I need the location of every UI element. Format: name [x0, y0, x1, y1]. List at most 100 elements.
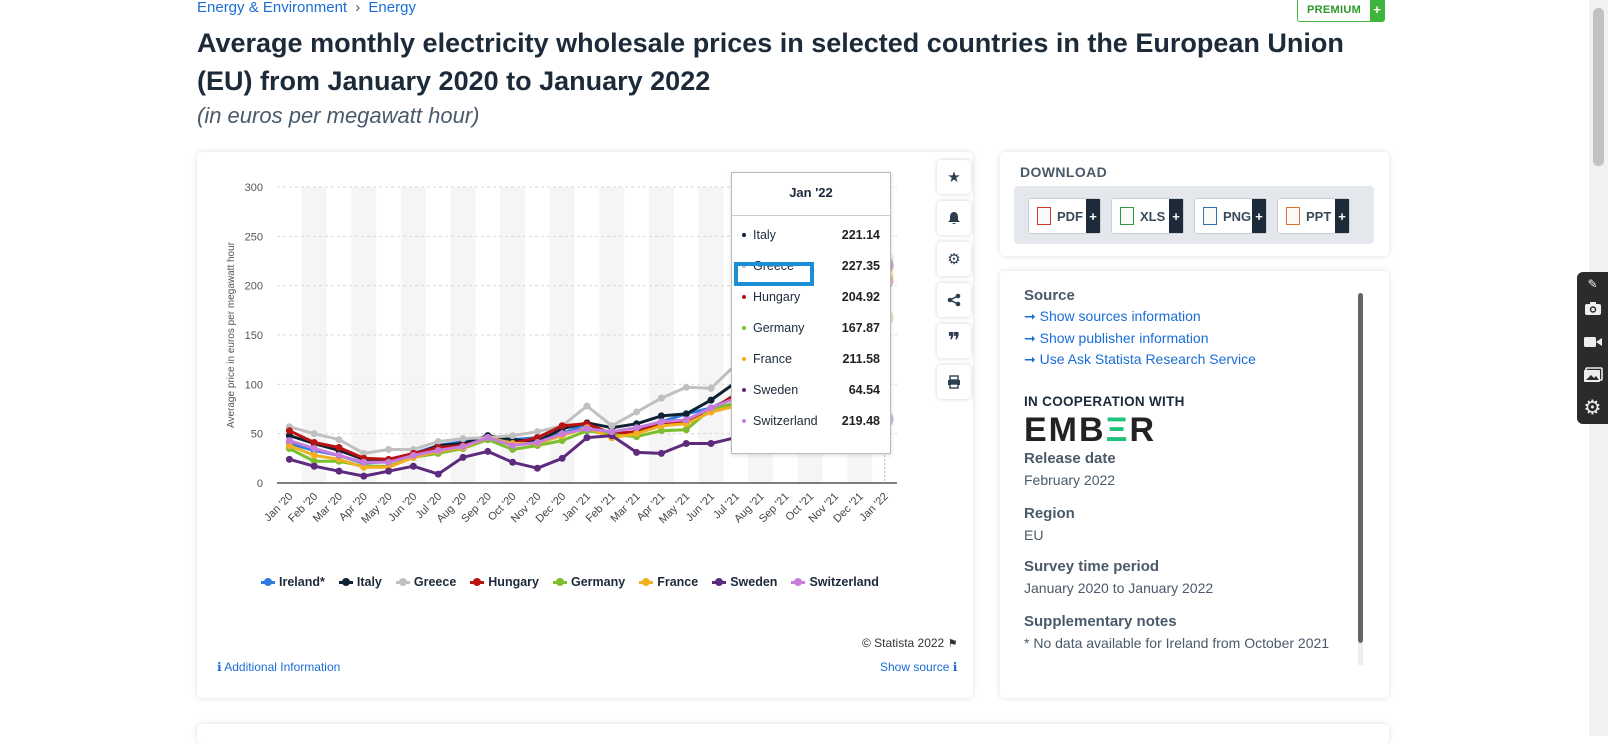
- legend-item-sweden[interactable]: Sweden: [712, 575, 777, 589]
- bell-icon[interactable]: [937, 201, 971, 235]
- series-dot: [742, 295, 746, 299]
- series-dot: [742, 264, 746, 268]
- data-point-sweden: [285, 455, 293, 463]
- gallery-icon[interactable]: [1583, 358, 1603, 391]
- tooltip-row-sweden: Sweden 64.54: [742, 380, 880, 400]
- data-point-greece: [608, 422, 616, 430]
- data-point-hungary: [310, 439, 318, 447]
- data-point-sweden: [484, 447, 492, 455]
- data-point-sweden: [509, 458, 517, 466]
- download-xls-plus: +: [1169, 199, 1183, 233]
- download-card: DOWNLOAD PDF + XLS + PNG + PPT +: [1000, 152, 1389, 256]
- camera-icon[interactable]: [1584, 292, 1602, 325]
- flag-icon: ⚑: [947, 638, 958, 650]
- data-point-greece: [310, 430, 318, 438]
- legend-swatch: [639, 577, 654, 586]
- screen-capture-panel: ✎ ⚙: [1577, 272, 1608, 424]
- share-icon[interactable]: [937, 283, 971, 317]
- download-png-button[interactable]: PNG +: [1194, 198, 1267, 234]
- legend-item-ireland[interactable]: Ireland*: [261, 575, 325, 589]
- download-toolbar: PDF + XLS + PNG + PPT +: [1014, 186, 1374, 244]
- show-publisher-label: Show publisher information: [1039, 330, 1209, 346]
- download-xls-button[interactable]: XLS +: [1111, 198, 1184, 234]
- data-point-switzerland: [633, 424, 641, 432]
- legend-item-italy[interactable]: Italy: [338, 575, 382, 589]
- data-point-sweden: [682, 440, 690, 448]
- premium-badge[interactable]: PREMIUM +: [1297, 0, 1386, 22]
- data-point-sweden: [385, 467, 393, 475]
- series-dot: [742, 388, 746, 392]
- info-card: Source ➞ Show sources information ➞ Show…: [1000, 271, 1389, 698]
- print-icon[interactable]: [937, 365, 971, 399]
- page-scrollbar-thumb[interactable]: [1593, 8, 1604, 166]
- tooltip-series-value: 204.92: [841, 290, 880, 304]
- show-publisher-link[interactable]: ➞ Show publisher information: [1024, 330, 1209, 347]
- data-point-switzerland: [583, 425, 591, 433]
- tooltip-series-name: Sweden: [753, 383, 799, 397]
- region-label: Region: [1024, 505, 1075, 522]
- data-point-greece: [583, 402, 591, 410]
- additional-information-link[interactable]: ℹ Additional Information: [217, 660, 340, 674]
- data-point-greece: [360, 449, 368, 457]
- tooltip-series-name: Germany: [753, 321, 805, 335]
- legend-item-germany[interactable]: Germany: [552, 575, 626, 589]
- pin-icon[interactable]: ✎: [1587, 277, 1598, 291]
- highlight-box: [734, 262, 814, 286]
- gear-icon[interactable]: ⚙: [937, 242, 971, 276]
- tooltip-title: Jan '22: [732, 173, 890, 216]
- y-tick-label: 250: [245, 231, 263, 243]
- data-point-france: [310, 451, 318, 459]
- page-title: Average monthly electricity wholesale pr…: [197, 28, 1344, 96]
- data-point-italy: [285, 432, 293, 440]
- download-ppt-button[interactable]: PPT +: [1277, 198, 1350, 234]
- copyright: © Statista 2022 ⚑: [862, 636, 957, 650]
- legend-swatch: [261, 577, 275, 586]
- ember-logo[interactable]: EMBΞR: [1024, 411, 1157, 449]
- legend-item-switzerland[interactable]: Switzerland: [791, 575, 879, 589]
- additional-information-label: Additional Information: [224, 660, 341, 674]
- info-scrollbar[interactable]: [1358, 293, 1363, 643]
- data-point-italy: [682, 410, 690, 418]
- y-tick-label: 150: [245, 330, 263, 342]
- legend-item-france[interactable]: France: [639, 575, 698, 589]
- video-camera-icon[interactable]: [1583, 325, 1603, 358]
- data-point-sweden: [657, 449, 665, 457]
- breadcrumb-parent-link[interactable]: Energy & Environment: [197, 0, 348, 16]
- tooltip-series-value: 227.35: [841, 259, 880, 273]
- breadcrumb-separator: ›: [355, 0, 361, 16]
- tooltip-series-name: France: [753, 352, 792, 366]
- tooltip-series-value: 167.87: [841, 321, 880, 335]
- arrow-right-icon: ➞: [1024, 330, 1036, 346]
- data-point-france: [360, 463, 368, 471]
- data-point-sweden: [310, 462, 318, 470]
- y-tick-label: 50: [251, 429, 263, 441]
- supplementary-notes-label: Supplementary notes: [1024, 613, 1177, 630]
- legend-item-greece[interactable]: Greece: [395, 575, 456, 589]
- legend-label: Germany: [570, 575, 626, 589]
- data-point-greece: [509, 432, 517, 440]
- data-point-germany: [682, 426, 690, 434]
- download-pdf-button[interactable]: PDF +: [1028, 198, 1101, 234]
- download-xls-label: XLS: [1140, 208, 1166, 224]
- data-point-hungary: [533, 434, 541, 442]
- png-file-icon: [1203, 207, 1217, 225]
- tooltip-series-name: Switzerland: [753, 414, 818, 428]
- data-point-sweden: [707, 440, 715, 448]
- arrow-right-icon: ➞: [1024, 351, 1036, 367]
- star-icon[interactable]: ★: [937, 160, 971, 194]
- download-ppt-plus: +: [1335, 199, 1349, 233]
- tooltip-series-value: 211.58: [842, 352, 880, 366]
- data-point-greece: [633, 408, 641, 416]
- download-png-label: PNG: [1223, 208, 1252, 224]
- show-sources-link[interactable]: ➞ Show sources information: [1024, 308, 1201, 325]
- show-source-link[interactable]: Show source ℹ: [880, 660, 957, 674]
- data-point-greece: [335, 436, 343, 444]
- breadcrumb-current-link[interactable]: Energy: [368, 0, 416, 16]
- settings-icon[interactable]: ⚙: [1583, 397, 1602, 419]
- ask-statista-link[interactable]: ➞ Use Ask Statista Research Service: [1024, 351, 1256, 368]
- legend-item-hungary[interactable]: Hungary: [470, 575, 539, 589]
- data-point-sweden: [335, 467, 343, 475]
- y-tick-label: 300: [245, 182, 263, 194]
- quote-icon[interactable]: ❞: [937, 324, 971, 358]
- tooltip-row-france: France 211.58: [742, 349, 880, 369]
